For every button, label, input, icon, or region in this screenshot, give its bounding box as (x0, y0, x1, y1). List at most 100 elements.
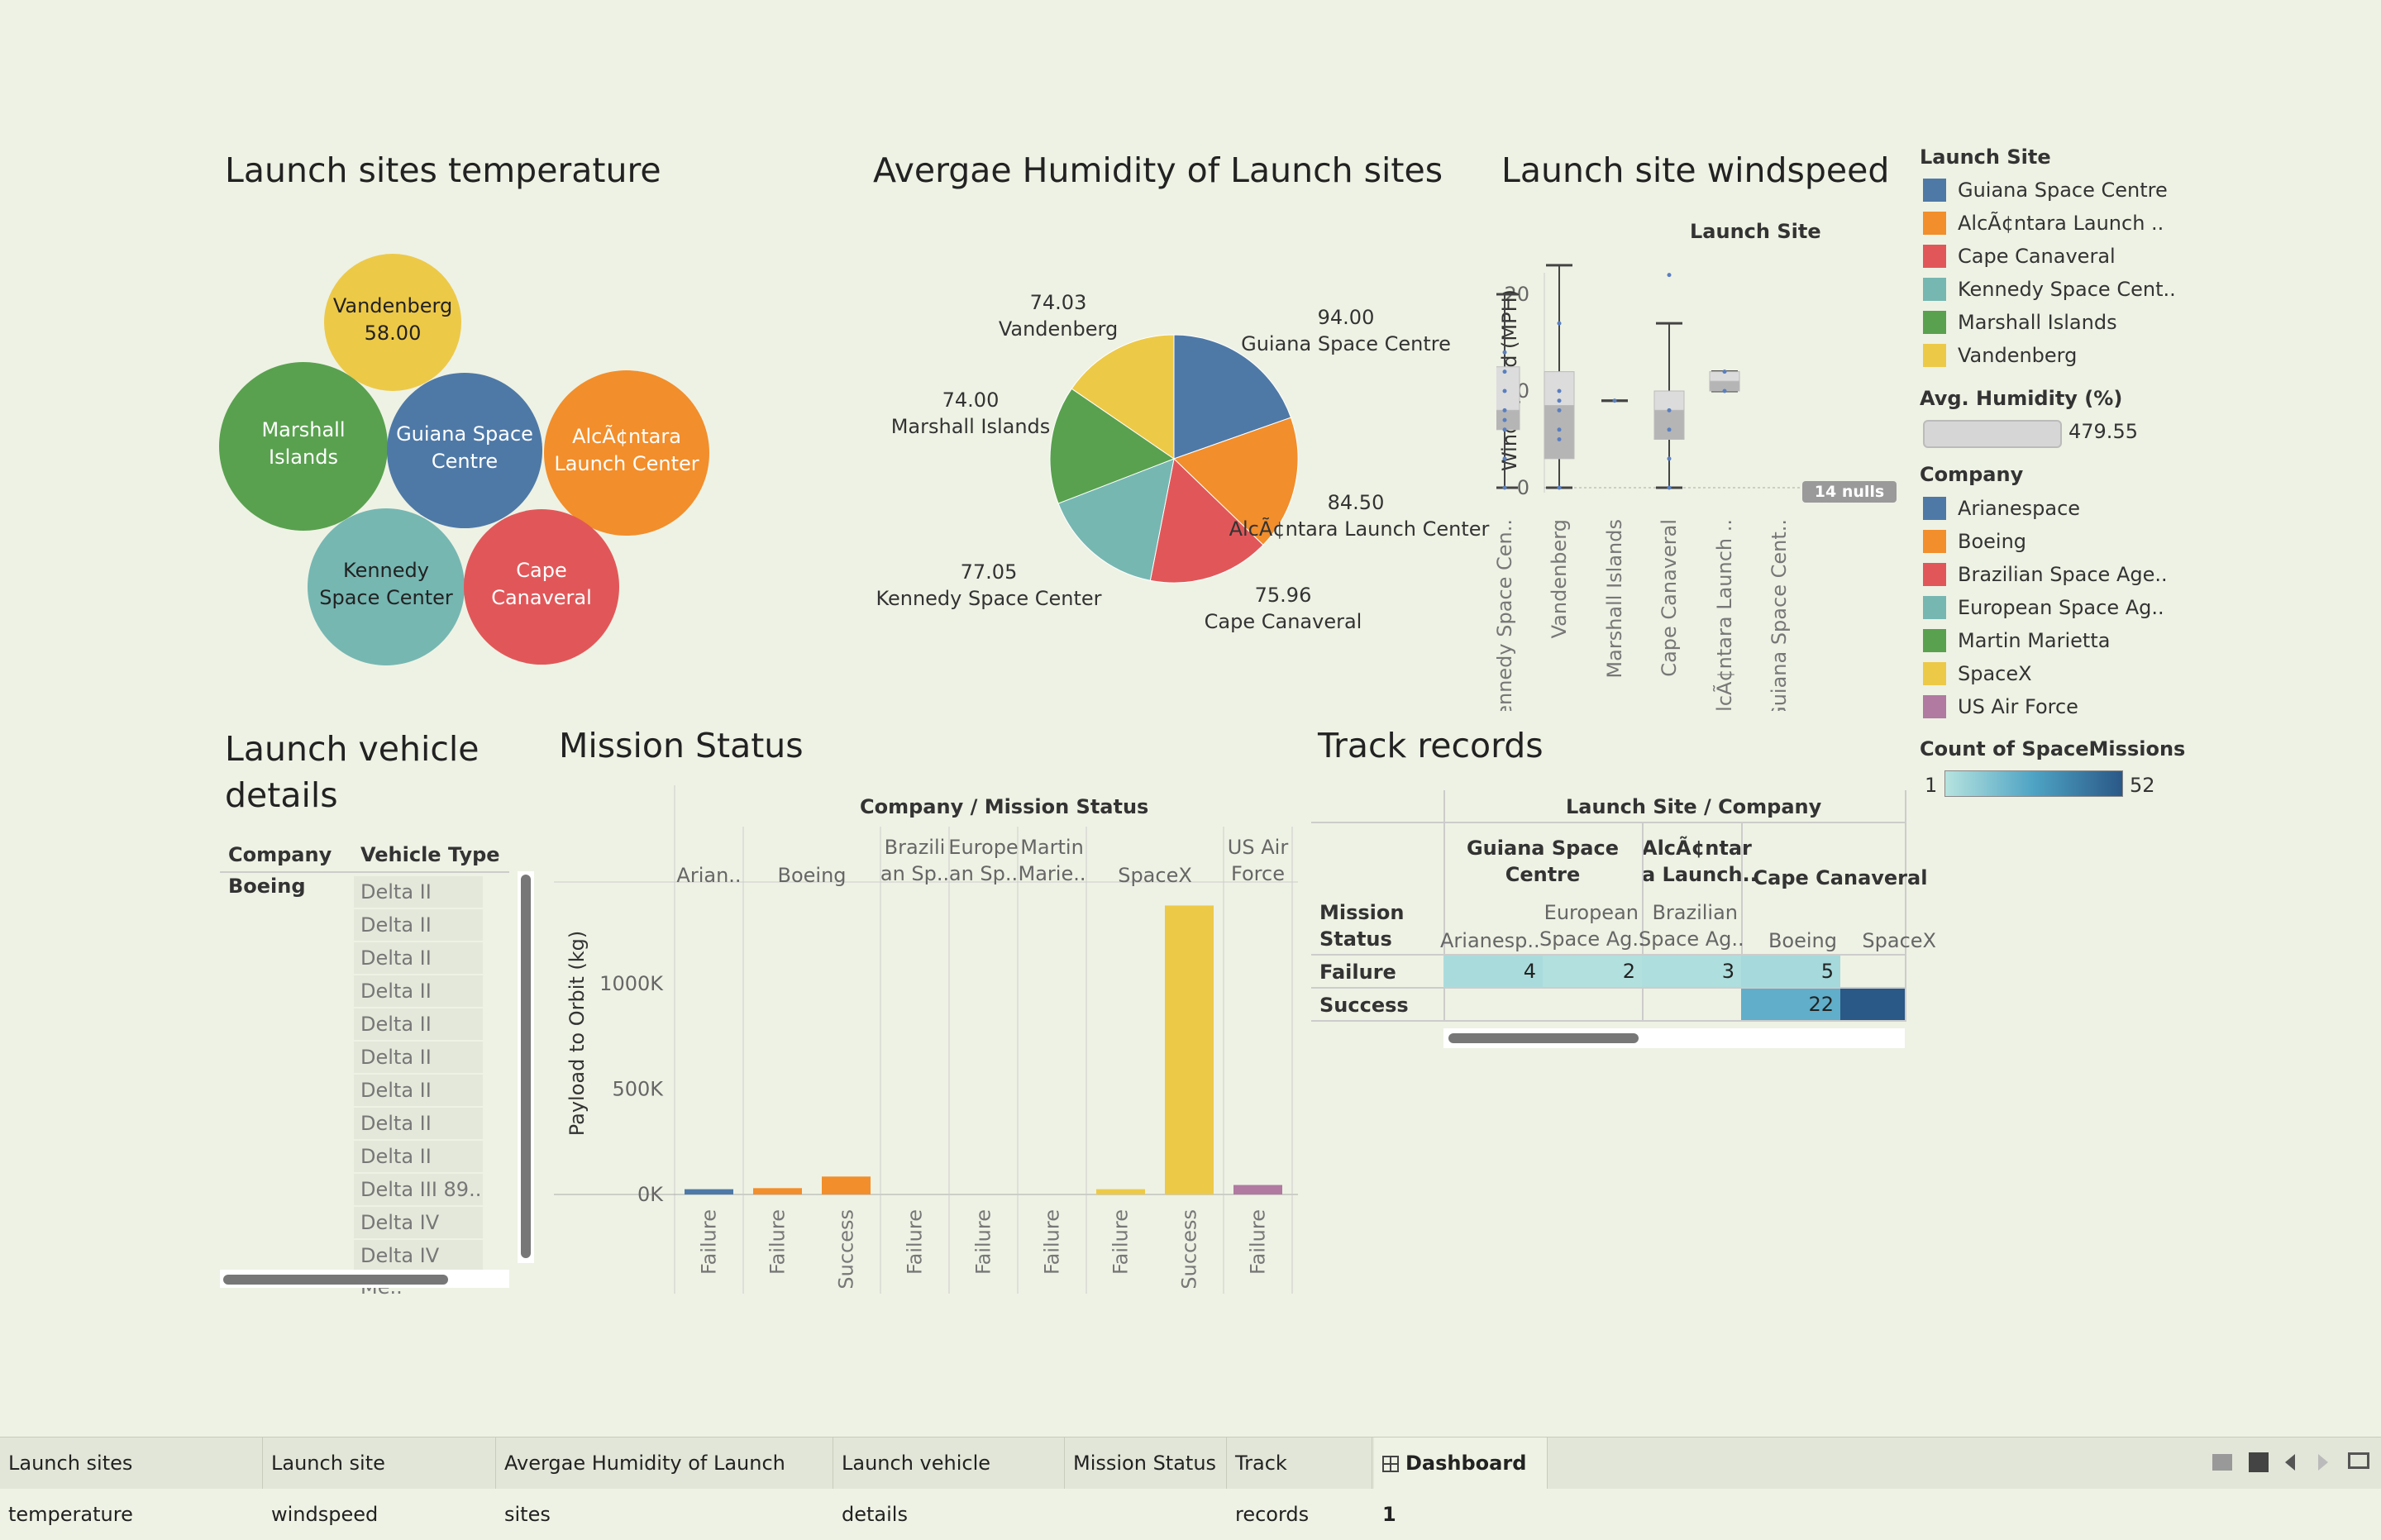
vehicle-hscroll-thumb[interactable] (223, 1275, 448, 1285)
tab-mission-status[interactable]: Mission Status (1065, 1437, 1227, 1489)
mission-bar-chart[interactable]: Arian.. Failure Boeing Failure Success Brazil… (546, 785, 1306, 1298)
track-company-header: Boeing (1768, 929, 1837, 952)
pie-category-label-3: Kennedy Space Center (876, 587, 1101, 610)
track-cell[interactable] (1443, 989, 1543, 1020)
track-cell[interactable]: 5 (1741, 956, 1840, 987)
track-cell[interactable] (1642, 989, 1741, 1020)
track-title: Track records (1318, 726, 1544, 765)
mission-bar-6-0[interactable] (1233, 1185, 1282, 1194)
track-cell[interactable] (1840, 956, 1905, 987)
prev-sheet-icon[interactable] (2285, 1454, 2295, 1471)
track-cell[interactable]: 2 (1543, 956, 1642, 987)
mission-bar-5-0[interactable] (1096, 1189, 1145, 1194)
filmstrip-view-icon[interactable] (2212, 1454, 2232, 1471)
mission-bar-0-0[interactable] (685, 1189, 733, 1194)
track-cell[interactable]: 22 (1741, 989, 1840, 1020)
mission-bar-1-1[interactable] (822, 1176, 871, 1194)
legend-company-label: Brazilian Space Age.. (1958, 563, 2168, 586)
tab-track-records[interactable]: Track records (1227, 1437, 1372, 1526)
bubble-3[interactable] (544, 370, 709, 536)
track-site-header: Guiana Space (1466, 837, 1619, 860)
tab-launch-vehicle-details[interactable]: Launch vehicle details (833, 1437, 1065, 1526)
legend-site-item[interactable]: Cape Canaveral (1923, 243, 2116, 269)
pie-value-label-4: 74.00 (942, 389, 1000, 412)
bubble-4[interactable] (308, 508, 465, 665)
box-lower-1[interactable] (1544, 405, 1575, 460)
legend-company-item[interactable]: US Air Force (1923, 694, 2078, 720)
bar-y-label: Payload to Orbit (kg) (565, 931, 589, 1137)
legend-company-item[interactable]: Boeing (1923, 528, 2026, 555)
box-point-4 (1722, 389, 1727, 393)
track-row-label: Failure (1319, 961, 1396, 984)
bar-status-label: Success (835, 1209, 858, 1290)
bar-company-header-4: Marie.. (1019, 862, 1086, 885)
box-upper-3[interactable] (1653, 390, 1685, 411)
box-point-1 (1557, 437, 1562, 441)
mission-bar-1-0[interactable] (753, 1188, 802, 1194)
bar-status-label: Failure (1109, 1209, 1133, 1275)
legend-site-item[interactable]: Marshall Islands (1923, 309, 2117, 336)
pie-category-label-5: Vandenberg (999, 317, 1118, 341)
box-x-label-3: Cape Canaveral (1658, 519, 1681, 677)
bubble-1[interactable] (219, 362, 388, 531)
legend-site-label: Kennedy Space Cent.. (1958, 278, 2176, 301)
tab-view-icon[interactable] (2249, 1452, 2269, 1472)
pie-slice-4[interactable] (1049, 388, 1176, 504)
box-lower-0[interactable] (1496, 409, 1520, 431)
legend-company-item[interactable]: Arianespace (1923, 495, 2080, 522)
mission-bar-5-1[interactable] (1165, 905, 1214, 1194)
box-lower-3[interactable] (1653, 409, 1685, 440)
box-point-0 (1502, 350, 1507, 355)
track-cell[interactable]: 3 (1642, 956, 1741, 987)
track-site-header: Cape Canaveral (1753, 866, 1928, 889)
temperature-bubble-chart[interactable]: Vandenberg 58.00 Marshall Islands Guiana Spa… (207, 240, 736, 686)
pie-slice-2[interactable] (1149, 458, 1264, 584)
pie-slice-5[interactable] (1071, 334, 1175, 460)
tab-avergae-humidity[interactable]: Avergae Humidity of Launch sites (496, 1437, 833, 1526)
bar-status-label: Failure (766, 1209, 790, 1275)
vehicle-row: Delta II 792.. (354, 1075, 483, 1133)
box-upper-0[interactable] (1496, 366, 1520, 411)
track-cell[interactable] (1543, 989, 1642, 1020)
bubble-2[interactable] (387, 373, 542, 528)
humidity-title: Avergae Humidity of Launch sites (873, 150, 1443, 190)
count-min-label: 1 (1925, 774, 1938, 797)
pie-slice-3[interactable] (1057, 458, 1175, 581)
legend-company-item[interactable]: Martin Marietta (1923, 627, 2110, 654)
bubble-label-3: Launch Center (554, 452, 699, 475)
box-x-label-2: Marshall Islands (1603, 519, 1626, 679)
presentation-mode-icon[interactable] (2348, 1452, 2369, 1469)
pie-slice-1[interactable] (1173, 417, 1299, 546)
tab-launch-sites-temperature[interactable]: Launch sites temperature (0, 1437, 263, 1526)
bubble-label-0: 58.00 (365, 322, 422, 345)
windspeed-title: Launch site windspeed (1501, 150, 1890, 190)
tab-dashboard-1[interactable]: Dashboard 1 (1374, 1437, 1548, 1526)
bar-y-tick: 0K (637, 1183, 664, 1206)
next-sheet-icon[interactable] (2318, 1454, 2328, 1471)
legend-company-item[interactable]: European Space Ag.. (1923, 594, 2164, 621)
windspeed-box-plot[interactable]: 20100Wind speed (MPH)Kennedy Space Cen..… (1496, 248, 1910, 711)
legend-site-item[interactable]: Vandenberg (1923, 342, 2077, 369)
legend-site-item[interactable]: Kennedy Space Cent.. (1923, 276, 2176, 303)
legend-company-label: Boeing (1958, 530, 2027, 553)
legend-swatch (1923, 530, 1946, 553)
humidity-pie-chart[interactable]: 94.00 Guiana Space Centre 84.50AlcÃ¢ntara … (868, 281, 1496, 645)
bubble-5[interactable] (464, 509, 619, 665)
null-indicator[interactable] (1802, 481, 1897, 503)
legend-company-item[interactable]: SpaceX (1923, 660, 2032, 687)
legend-company-item[interactable]: Brazilian Space Age.. (1923, 561, 2168, 588)
track-hscroll-thumb[interactable] (1448, 1033, 1639, 1043)
track-cell[interactable]: 4 (1443, 956, 1543, 987)
bubble-label-2: Centre (432, 450, 498, 473)
vehicle-vscroll-thumb[interactable] (521, 875, 531, 1258)
tab-launch-site-windspeed[interactable]: Launch site windspeed (263, 1437, 496, 1526)
box-point-3 (1667, 456, 1672, 461)
bar-company-header-3: Europe (948, 836, 1018, 859)
bubble-0[interactable] (324, 254, 461, 391)
track-site-divider (1642, 823, 1644, 1022)
pie-category-label-1: AlcÃ¢ntara Launch Center (1229, 516, 1490, 541)
track-cell[interactable] (1840, 989, 1905, 1020)
temperature-title: Launch sites temperature (225, 150, 661, 190)
legend-site-item[interactable]: AlcÃ¢ntara Launch .. (1923, 210, 2164, 236)
legend-site-item[interactable]: Guiana Space Centre (1923, 177, 2168, 203)
